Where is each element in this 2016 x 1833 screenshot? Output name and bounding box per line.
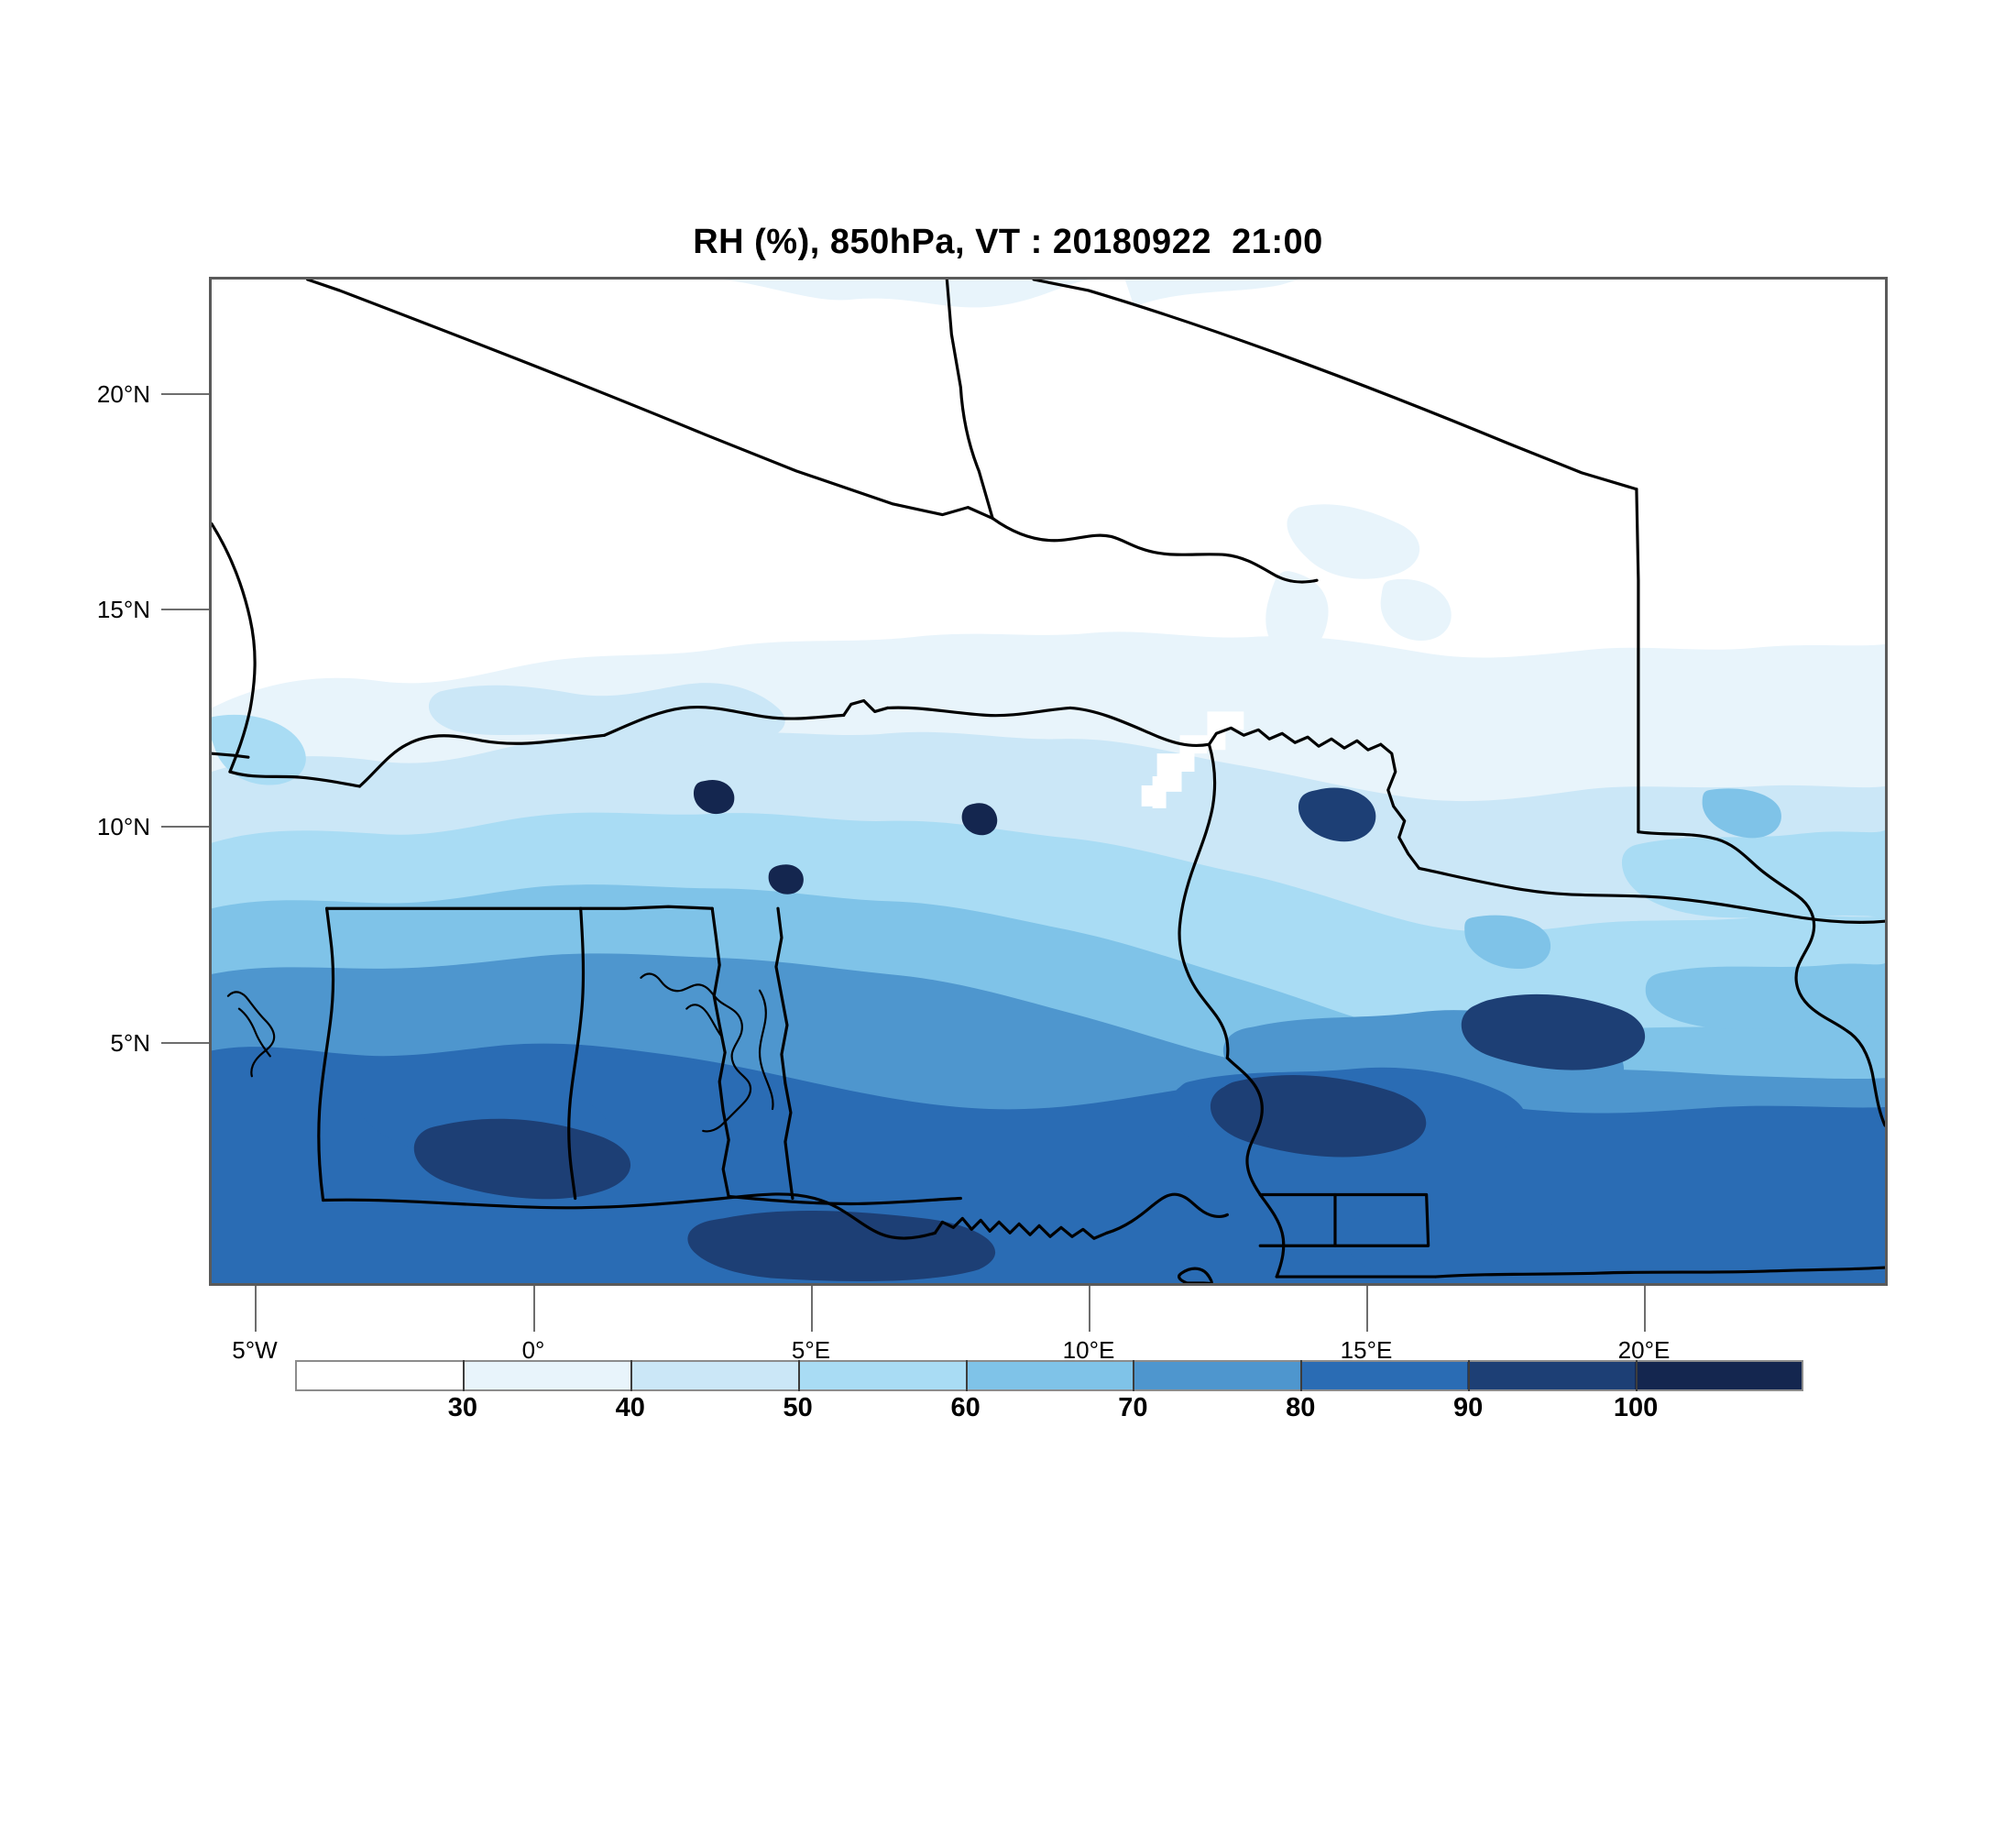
ytick-label-20n: 20°N [96,380,150,408]
ytick-line-20n [161,393,209,395]
cb-tick-label-60: 60 [950,1393,981,1422]
cb-tick-label-70: 70 [1118,1393,1148,1422]
page-title: RH (%), 850hPa, VT : 20180922 21:00 [693,223,1323,261]
cb-sep-100 [1636,1360,1638,1391]
xtick-line-5w [255,1286,257,1332]
cb-tick-label-90: 90 [1453,1393,1484,1422]
xtick-line-10e [1089,1286,1090,1332]
cb-sep-60 [965,1360,968,1391]
cb-seg-80-90 [1299,1362,1468,1389]
colorbar[interactable]: 30 40 50 60 70 80 90 100 [295,1360,1803,1422]
cb-sep-40 [630,1360,632,1391]
xtick-line-5e [811,1286,813,1332]
cb-sep-50 [797,1360,800,1391]
map-plot-area[interactable] [209,277,1888,1286]
cb-sep-90 [1468,1360,1471,1391]
cb-seg-lt30 [297,1362,465,1389]
ytick-label-5n: 5°N [110,1029,150,1057]
xtick-label-0: 0° [521,1336,545,1364]
xtick-label-5w: 5°W [232,1336,278,1364]
xtick-label-5e: 5°E [791,1336,831,1364]
cb-tick-label-40: 40 [615,1393,645,1422]
cb-sep-70 [1133,1360,1135,1391]
ytick-label-10n: 10°N [96,813,150,840]
country-borders [212,280,1885,1283]
xtick-label-10e: 10°E [1062,1336,1115,1364]
cb-tick-label-80: 80 [1286,1393,1316,1422]
cb-seg-60-70 [965,1362,1134,1389]
ytick-line-10n [161,826,209,828]
colorbar-gradient [295,1360,1803,1391]
cb-seg-50-60 [798,1362,966,1389]
ytick-line-15n [161,609,209,610]
xtick-label-15e: 15°E [1340,1336,1393,1364]
cb-sep-30 [462,1360,465,1391]
cb-seg-70-80 [1133,1362,1300,1389]
cb-tick-label-30: 30 [447,1393,478,1422]
xtick-line-20e [1644,1286,1646,1332]
xtick-label-20e: 20°E [1617,1336,1671,1364]
cb-sep-80 [1300,1360,1303,1391]
filled-contour-layer [212,280,1885,1283]
cb-seg-40-50 [630,1362,799,1389]
xtick-line-15e [1366,1286,1368,1332]
cb-seg-30-40 [464,1362,631,1389]
rh-contour-map [212,280,1885,1283]
ytick-label-15n: 15°N [96,596,150,623]
xtick-line-0 [533,1286,535,1332]
ytick-line-5n [161,1042,209,1044]
cb-tick-label-100: 100 [1613,1393,1659,1422]
cb-seg-gt100 [1634,1362,1802,1389]
cb-tick-label-50: 50 [783,1393,813,1422]
cb-seg-90-100 [1467,1362,1635,1389]
